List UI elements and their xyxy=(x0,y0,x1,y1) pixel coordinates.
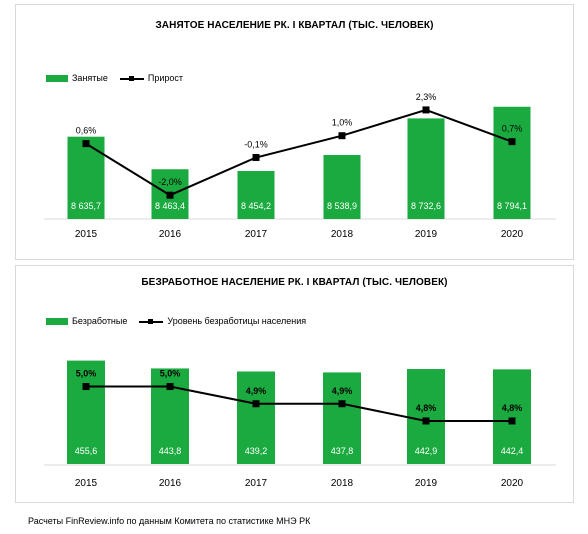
bar-value-label: 8 794,1 xyxy=(497,201,527,211)
line-point xyxy=(338,400,346,408)
employed-chart-title: ЗАНЯТОЕ НАСЕЛЕНИЕ РК. I КВАРТАЛ (ТЫС. ЧЕ… xyxy=(155,20,434,31)
line-value-label: 4,8% xyxy=(416,403,437,413)
line-value-label: 4,9% xyxy=(246,386,267,396)
line-value-label: 5,0% xyxy=(160,369,181,379)
legend-line-unemployment-rate xyxy=(139,318,164,325)
unemployed-chart-panel: БЕЗРАБОТНОЕ НАСЕЛЕНИЕ РК. I КВАРТАЛ (ТЫС… xyxy=(15,265,574,503)
line-point xyxy=(166,383,174,391)
line-point xyxy=(82,140,90,148)
x-tick-label: 2017 xyxy=(245,478,268,489)
x-tick-label: 2016 xyxy=(159,229,182,240)
x-tick-label: 2018 xyxy=(331,229,354,240)
line-value-label: 0,7% xyxy=(502,124,523,134)
legend-line-growth xyxy=(119,75,144,82)
line-value-label: -2,0% xyxy=(158,177,182,187)
bar xyxy=(237,170,275,219)
x-tick-label: 2020 xyxy=(501,478,524,489)
line-value-label: 5,0% xyxy=(76,369,97,379)
employed-legend: Занятые Прирост xyxy=(46,73,189,83)
bar xyxy=(237,371,275,464)
bar-value-label: 442,9 xyxy=(415,446,438,456)
source-footnote: Расчеты FinReview.info по данным Комитет… xyxy=(28,516,311,526)
legend-item-employed: Занятые xyxy=(46,73,108,83)
bar-value-label: 442,4 xyxy=(501,446,524,456)
line-value-label: 4,9% xyxy=(332,386,353,396)
bar xyxy=(407,118,445,219)
line-point xyxy=(422,417,430,425)
bar-value-label: 8 732,6 xyxy=(411,201,441,211)
unemployed-chart-title: БЕЗРАБОТНОЕ НАСЕЛЕНИЕ РК. I КВАРТАЛ (ТЫС… xyxy=(141,277,448,288)
employed-chart-svg: 8 635,7 8 463,4 8 454,2 8 538,9 8 732,6 8 794… xyxy=(44,92,556,240)
legend-item-growth: Прирост xyxy=(119,73,184,83)
bar-value-label: 8 538,9 xyxy=(327,201,357,211)
bar xyxy=(323,372,361,464)
x-tick-label: 2015 xyxy=(75,229,98,240)
bar-value-label: 455,6 xyxy=(75,446,98,456)
line-value-label: 1,0% xyxy=(332,118,353,128)
x-tick-label: 2016 xyxy=(159,478,182,489)
line-point xyxy=(252,400,260,408)
employed-chart-panel: ЗАНЯТОЕ НАСЕЛЕНИЕ РК. I КВАРТАЛ (ТЫС. ЧЕ… xyxy=(15,4,574,260)
bar-value-label: 437,8 xyxy=(331,446,354,456)
legend-item-unemployed: Безработные xyxy=(46,316,127,326)
x-tick-label: 2019 xyxy=(415,229,438,240)
x-tick-label: 2020 xyxy=(501,229,524,240)
legend-swatch-employed xyxy=(46,74,68,82)
legend-swatch-unemployed xyxy=(46,317,68,325)
bar xyxy=(407,369,445,464)
line-series xyxy=(85,108,513,197)
legend-label-unemployed: Безработные xyxy=(72,316,128,326)
bar-value-label: 439,2 xyxy=(245,446,268,456)
line-value-label: -0,1% xyxy=(244,140,268,150)
legend-label-unemployment-rate: Уровень безработицы населения xyxy=(167,316,307,326)
line-value-label: 4,8% xyxy=(502,403,523,413)
legend-label-employed: Занятые xyxy=(72,73,108,83)
line-point xyxy=(422,106,430,114)
line-point xyxy=(508,417,516,425)
x-tick-label: 2018 xyxy=(331,478,354,489)
line-value-label: 0,6% xyxy=(76,126,97,136)
bar xyxy=(493,106,531,219)
x-tick-label: 2015 xyxy=(75,478,98,489)
legend-label-growth: Прирост xyxy=(147,73,184,83)
bar xyxy=(493,369,531,464)
line-point xyxy=(82,383,90,391)
bar-value-label: 8 454,2 xyxy=(241,201,271,211)
line-point xyxy=(338,132,346,140)
line-point xyxy=(252,154,260,162)
bar xyxy=(67,360,105,464)
line-point xyxy=(508,138,516,146)
bar-value-label: 8 463,4 xyxy=(155,201,185,211)
bar-value-label: 8 635,7 xyxy=(71,201,101,211)
bar xyxy=(323,154,361,219)
line-value-label: 2,3% xyxy=(416,92,437,102)
unemployed-legend: Безработные Уровень безработицы населени… xyxy=(46,316,312,326)
bar-value-label: 443,8 xyxy=(159,446,182,456)
line-series xyxy=(86,385,512,422)
legend-item-unemployment-rate: Уровень безработицы населения xyxy=(139,316,306,326)
line-point xyxy=(166,191,174,199)
unemployed-chart-svg: 455,6 443,8 439,2 437,8 442,9 442,4 5,0% 5,0% 4,… xyxy=(44,360,556,489)
x-tick-label: 2017 xyxy=(245,229,268,240)
x-tick-label: 2019 xyxy=(415,478,438,489)
